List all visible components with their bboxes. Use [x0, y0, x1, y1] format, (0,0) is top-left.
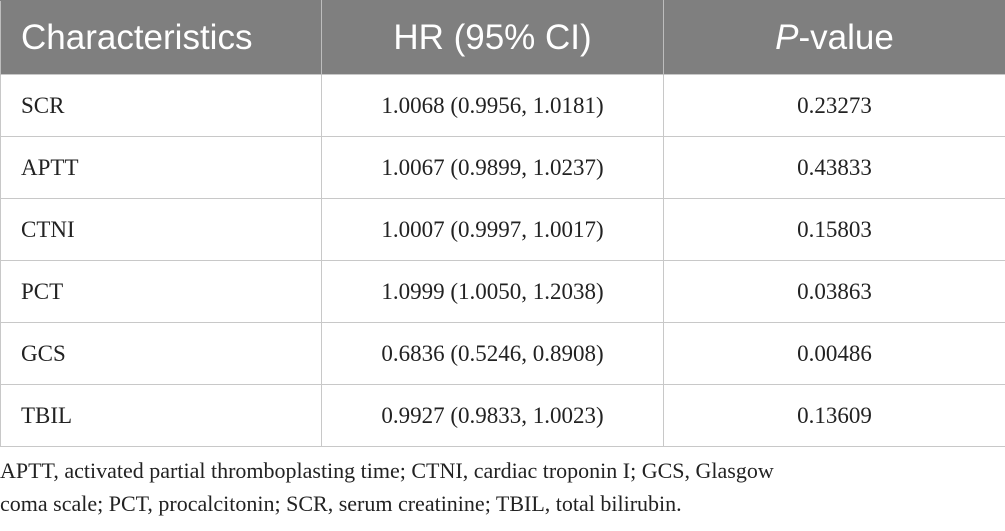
cell-p-value: 0.43833 — [663, 136, 1005, 199]
cell-p-value: 0.00486 — [663, 322, 1005, 385]
cell-characteristic: TBIL — [0, 384, 322, 447]
cell-p-value: 0.23273 — [663, 74, 1005, 137]
cell-hr: 0.9927 (0.9833, 1.0023) — [321, 384, 664, 447]
table-row: GCS 0.6836 (0.5246, 0.8908) 0.00486 — [0, 322, 1005, 385]
footnote-line: APTT, activated partial thromboplasting … — [0, 458, 774, 483]
cell-characteristic: PCT — [0, 260, 322, 323]
table-row: PCT 1.0999 (1.0050, 1.2038) 0.03863 — [0, 260, 1005, 323]
footnote-line: coma scale; PCT, procalcitonin; SCR, ser… — [0, 491, 682, 516]
table-row: APTT 1.0067 (0.9899, 1.0237) 0.43833 — [0, 136, 1005, 199]
cell-characteristic: CTNI — [0, 198, 322, 261]
cell-characteristic: SCR — [0, 74, 322, 137]
cell-p-value: 0.13609 — [663, 384, 1005, 447]
hazard-ratio-table: Characteristics HR (95% CI) P-value SCR … — [0, 0, 1005, 447]
cell-p-value: 0.15803 — [663, 198, 1005, 261]
table-row: TBIL 0.9927 (0.9833, 1.0023) 0.13609 — [0, 384, 1005, 447]
header-row: Characteristics HR (95% CI) P-value — [0, 0, 1005, 75]
cell-hr: 1.0999 (1.0050, 1.2038) — [321, 260, 664, 323]
cell-hr: 1.0067 (0.9899, 1.0237) — [321, 136, 664, 199]
cell-characteristic: GCS — [0, 322, 322, 385]
header-hr: HR (95% CI) — [321, 0, 664, 75]
cell-hr: 1.0007 (0.9997, 1.0017) — [321, 198, 664, 261]
cell-p-value: 0.03863 — [663, 260, 1005, 323]
header-p-value: P-value — [663, 0, 1005, 75]
header-characteristics: Characteristics — [0, 0, 322, 75]
cell-hr: 1.0068 (0.9956, 1.0181) — [321, 74, 664, 137]
table-body: SCR 1.0068 (0.9956, 1.0181) 0.23273 APTT… — [0, 74, 1005, 447]
table-footnote: APTT, activated partial thromboplasting … — [0, 454, 1000, 520]
table-row: CTNI 1.0007 (0.9997, 1.0017) 0.15803 — [0, 198, 1005, 261]
table-row: SCR 1.0068 (0.9956, 1.0181) 0.23273 — [0, 74, 1005, 137]
table-header: Characteristics HR (95% CI) P-value — [0, 0, 1005, 75]
results-table-container: Characteristics HR (95% CI) P-value SCR … — [0, 0, 1005, 447]
header-p-rest: -value — [798, 17, 894, 57]
header-p-italic: P — [775, 17, 799, 57]
cell-hr: 0.6836 (0.5246, 0.8908) — [321, 322, 664, 385]
cell-characteristic: APTT — [0, 136, 322, 199]
